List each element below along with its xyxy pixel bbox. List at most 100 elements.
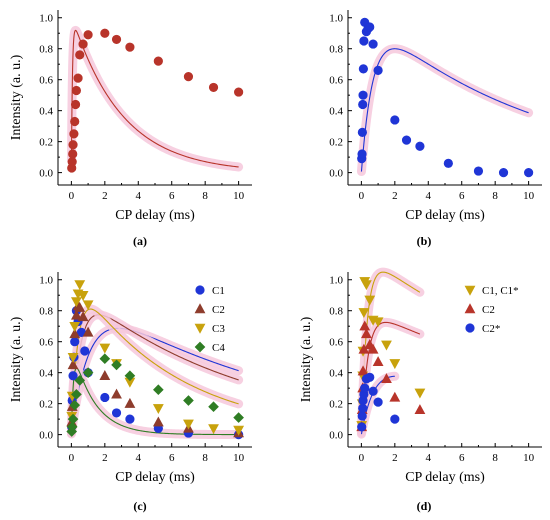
panel-c-c3-point-15 — [233, 425, 245, 436]
panel-c-y-tick-label-2: 0.4 — [39, 368, 53, 380]
panel-c: 0 2 4 6 8 10 0.0 0.2 0.4 0.6 0.8 1.0 CP delay (ms) In… — [9, 272, 252, 513]
panel-c-y-tick-label-5: 1.0 — [39, 275, 53, 287]
panel-d-c2-point-1 — [357, 411, 367, 421]
panel-a-series-0-point-11 — [83, 30, 93, 40]
panel-a-series-0-fit-band — [66, 25, 244, 172]
panel-b-y-tick-label-1: 0.2 — [329, 137, 343, 149]
panel-c-legend-c3-marker — [194, 323, 206, 334]
panel-d-x-tick-label-2: 4 — [426, 452, 432, 464]
panel-b-x-tick-label-5: 10 — [523, 190, 535, 202]
panel-b-y-tick-label-5: 1.0 — [329, 13, 343, 25]
panel-a-series-0-point-2 — [68, 149, 78, 159]
panel-a-y-tick-label-4: 0.8 — [39, 44, 53, 56]
panel-b-series-0-point-3 — [358, 99, 368, 110]
panel-a-x-axis-label: CP delay (ms) — [115, 208, 195, 223]
panel-a-series-0-point-6 — [70, 99, 81, 110]
panel-d-x-tick-label-0: 0 — [359, 452, 365, 464]
panel-d-c2-point-12 — [414, 404, 426, 415]
panel-b-series-0-point-14 — [401, 135, 412, 145]
panel-c-legend-c1-marker — [195, 285, 205, 295]
panel-d-c2-point-10 — [390, 414, 400, 424]
panel-c-c3-point-7 — [77, 291, 89, 301]
panel-a-series-0-point-14 — [125, 42, 135, 52]
panel-b-series-0-point-12 — [373, 65, 383, 75]
panel-c-c1-point-4 — [70, 337, 80, 347]
panel-c-c1-point-11 — [111, 408, 122, 418]
panel-c-y-axis-label: Intensity (a. u.) — [9, 316, 24, 402]
panel-a-series-0-point-18 — [234, 87, 244, 97]
panel-d-c1-c1-point-7 — [364, 295, 376, 306]
panel-a-series-0-point-16 — [183, 71, 194, 82]
panel-a-x-tick-label-1: 2 — [102, 190, 108, 202]
panel-d-c2-point-9 — [372, 356, 384, 367]
panel-b-x-axis-label: CP delay (ms) — [405, 208, 485, 223]
panel-c-c4-point-3 — [69, 399, 81, 411]
panel-d-c2-point-2 — [358, 403, 368, 413]
panel-c-c2-point-9 — [99, 370, 111, 380]
panel-c-x-tick-label-5: 10 — [233, 452, 245, 464]
panel-b-y-tick-label-0: 0.0 — [329, 168, 343, 180]
panel-c-c1-point-8 — [80, 346, 90, 356]
panel-c-c4-point-11 — [183, 395, 194, 406]
panel-a-y-axis-label: Intensity (a. u.) — [9, 54, 24, 140]
panel-c-c4-point-5 — [74, 375, 86, 386]
panel-c-legend-c2-label: C2 — [212, 304, 225, 316]
panel-a-series-0-point-10 — [78, 39, 88, 49]
panel-d-c1-c1-point-9 — [372, 317, 384, 328]
panel-c-panel-label: (c) — [133, 499, 146, 513]
panel-b-series-0-point-4 — [358, 90, 368, 100]
panel-a: 0 2 4 6 8 10 0.0 0.2 0.4 0.6 0.8 1.0 CP delay (ms) In… — [9, 10, 252, 248]
panel-d-c2-point-11 — [389, 391, 401, 402]
panel-c-c3-point-6 — [74, 280, 86, 291]
panel-b-series-0-point-11 — [368, 39, 378, 49]
panel-d-c1-c1-point-6 — [360, 280, 372, 291]
panel-c-y-tick-label-4: 0.8 — [39, 306, 53, 318]
panel-a-y-tick-label-2: 0.4 — [39, 106, 53, 118]
panel-a-series-0-point-13 — [111, 34, 122, 45]
panel-d-c2-point-5 — [359, 320, 371, 331]
panel-a-series-0-point-8 — [73, 73, 83, 83]
panel-a-series-0-point-15 — [153, 56, 163, 66]
panel-d-c2-point-8 — [367, 343, 379, 354]
panel-c-c4-point-9 — [124, 370, 136, 382]
panel-b-y-tick-label-4: 0.8 — [329, 44, 343, 56]
panel-c-c4-point-12 — [208, 401, 219, 413]
panel-d-legend-c2-label: C2 — [482, 304, 495, 316]
panel-c-c4-point-7 — [99, 353, 111, 365]
panel-c-c3-point-4 — [70, 297, 82, 308]
panel-c-c3-point-3 — [69, 322, 81, 332]
panel-b-x-tick-label-2: 4 — [426, 190, 432, 202]
panel-c-c3-point-12 — [152, 404, 164, 415]
panel-d-y-tick-label-2: 0.4 — [329, 368, 343, 380]
panel-c-legend-c4-label: C4 — [212, 342, 225, 354]
panel-d-y-tick-label-0: 0.0 — [329, 430, 343, 442]
panel-a-panel-label: (a) — [133, 234, 147, 248]
panel-a-y-tick-label-1: 0.2 — [39, 137, 53, 149]
panel-d-legend-c2-label: C2* — [482, 323, 500, 335]
panel-c-c2-point-11 — [124, 397, 136, 408]
panel-a-series-0-point-17 — [208, 82, 219, 93]
panel-d-legend-c1-c1-label: C1, C1* — [482, 285, 519, 297]
panel-c-c3-point-8 — [82, 300, 94, 311]
panel-d-c2-point-7 — [365, 372, 375, 382]
panel-c-c3-point-13 — [183, 419, 194, 430]
panel-d-c1-c1-point-10 — [381, 340, 392, 351]
panel-a-series-0-point-12 — [100, 28, 110, 38]
panel-b-series-0-point-2 — [357, 127, 367, 137]
panel-d: 0 2 4 6 8 10 0.0 0.2 0.4 0.6 0.8 1.0 CP delay (ms) In… — [299, 267, 542, 513]
panel-b-x-tick-label-3: 6 — [459, 190, 465, 202]
panel-c-c4-fit-line — [70, 367, 239, 436]
panel-a-series-0-point-5 — [70, 116, 80, 127]
panel-b-x-tick-label-4: 8 — [492, 190, 498, 202]
panel-a-y-tick-label-3: 0.6 — [39, 75, 53, 87]
panel-c-x-tick-label-1: 2 — [102, 452, 108, 464]
panel-b-y-tick-label-3: 0.6 — [329, 75, 343, 87]
panel-d-legend-c2-marker — [464, 303, 476, 314]
panel-a-y-tick-label-0: 0.0 — [39, 168, 53, 180]
panel-c-legend-c4-marker — [194, 341, 206, 353]
panel-d-y-axis-label: Intensity (a. u.) — [299, 316, 314, 402]
panel-b-series-0-point-1 — [357, 149, 367, 159]
panel-d-legend-c2-marker — [465, 323, 475, 333]
panel-b-series-0-point-6 — [359, 36, 369, 46]
